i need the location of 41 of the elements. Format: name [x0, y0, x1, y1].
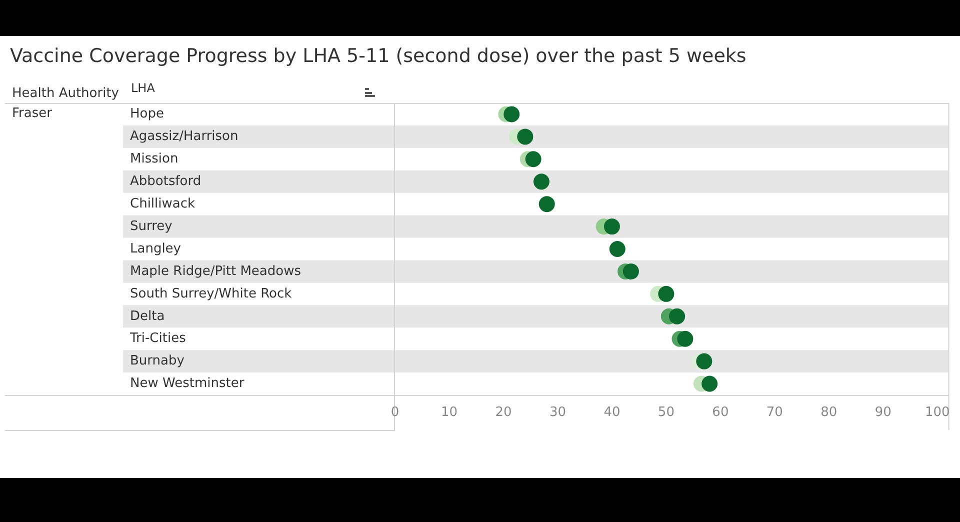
point — [504, 106, 520, 122]
x-tick-label: 10 — [440, 405, 458, 420]
x-tick-label: 20 — [495, 405, 512, 420]
point — [538, 196, 555, 212]
point — [533, 174, 550, 190]
x-tick-label: 90 — [874, 405, 892, 420]
y-tick-label: Surrey — [130, 218, 173, 234]
point — [604, 218, 620, 235]
x-tick-label: 30 — [549, 405, 566, 420]
y-axis-title: LHA — [131, 81, 155, 95]
point — [669, 308, 686, 324]
x-tick-label: 70 — [766, 405, 783, 420]
text: Fraser — [12, 106, 52, 121]
point — [525, 151, 542, 168]
point — [702, 376, 718, 392]
point — [696, 353, 712, 370]
x-tick-label: 100 — [924, 405, 950, 420]
y-tick-label: Tri-Cities — [129, 331, 186, 346]
y-tick-label: Abbotsford — [130, 174, 202, 189]
y-tick-label: Langley — [130, 241, 182, 256]
text: Health Authority — [12, 86, 119, 101]
x-tick-label: 0 — [390, 405, 400, 420]
x-tick-label: 50 — [658, 405, 674, 420]
y-tick-label: Hope — [130, 106, 164, 122]
chart-title: Vaccine Coverage Progress by LHA 5-11 (second dose) over the past 5 weeks — [10, 45, 746, 67]
y-tick-label: Delta — [130, 308, 165, 324]
y-tick-label: New Westminster — [130, 376, 245, 392]
y-tick-label: Mission — [130, 152, 178, 167]
x-tick-label: 40 — [604, 405, 620, 420]
point — [677, 330, 694, 347]
y-tick-label: Maple Ridge/Pitt Meadows — [130, 264, 302, 279]
y-tick-label: Agassiz/Harrison — [130, 129, 238, 144]
x-tick-label: 80 — [820, 405, 838, 420]
x-tick-label: 60 — [712, 405, 729, 420]
point — [622, 263, 639, 280]
point — [517, 128, 534, 145]
point — [609, 241, 626, 257]
y-tick-label: Burnaby — [130, 354, 185, 369]
y-tick-label: South Surrey/White Rock — [130, 286, 292, 302]
point — [658, 286, 674, 302]
y-tick-label: Chilliwack — [130, 196, 196, 212]
